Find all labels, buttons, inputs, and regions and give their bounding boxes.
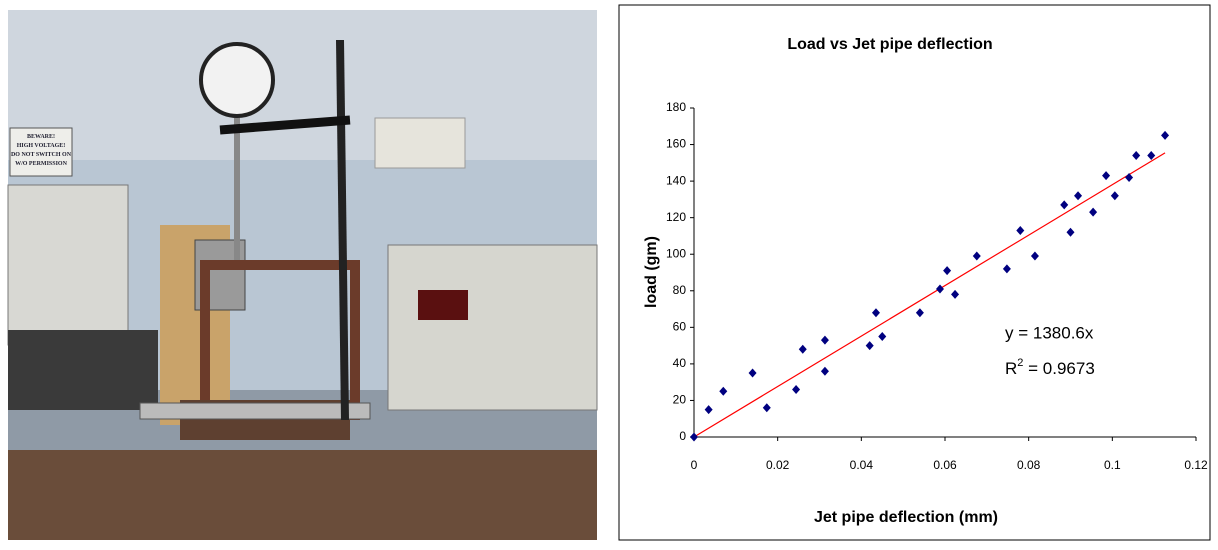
data-point <box>865 341 874 351</box>
r2-power: 2 <box>1017 357 1023 369</box>
trendline <box>693 152 1166 438</box>
r2-rest: = 0.9673 <box>1023 359 1094 378</box>
photo-sign <box>9 127 73 177</box>
x-tick-label: 0.04 <box>850 458 874 472</box>
y-axis-label: load (gm) <box>643 236 660 308</box>
data-point <box>1030 251 1039 261</box>
r2-prefix: R <box>1005 359 1017 378</box>
data-point <box>1147 151 1156 161</box>
trend-equation: y = 1380.6x <box>1005 323 1094 342</box>
data-point <box>1060 200 1069 210</box>
photo-instrument-left <box>7 184 129 346</box>
data-point <box>748 368 757 378</box>
photo-wall-top <box>8 10 597 160</box>
photo-table-edge <box>8 450 597 540</box>
photo-keypad <box>8 330 158 410</box>
x-tick-label: 0.02 <box>766 458 790 472</box>
y-tick-label: 120 <box>666 210 686 224</box>
data-point <box>935 284 944 294</box>
data-point <box>915 308 924 318</box>
chart-title: Load vs Jet pipe deflection <box>787 36 992 53</box>
data-point <box>1074 191 1083 201</box>
y-tick-label: 100 <box>666 246 686 260</box>
y-tick-label: 0 <box>679 429 686 443</box>
x-tick-label: 0.08 <box>1017 458 1041 472</box>
data-point <box>1102 171 1111 181</box>
sign-text: W/O PERMISSION <box>15 161 68 167</box>
photo-arm <box>219 115 351 135</box>
data-point <box>1132 151 1141 161</box>
y-tick-label: 20 <box>673 393 687 407</box>
data-point <box>951 289 960 299</box>
photo <box>7 10 598 540</box>
data-point <box>792 384 801 394</box>
y-tick-label: 180 <box>666 100 686 114</box>
data-point <box>1110 191 1119 201</box>
y-tick-label: 80 <box>673 283 687 297</box>
sign-text: DO NOT SWITCH ON <box>11 152 72 158</box>
data-point <box>871 308 880 318</box>
data-point <box>690 432 698 442</box>
data-point <box>1066 227 1075 237</box>
x-tick-label: 0.12 <box>1184 458 1208 472</box>
photo-socket <box>374 117 466 169</box>
data-point <box>1161 130 1170 140</box>
data-point <box>972 251 981 261</box>
trend-r2: R2 = 0.9673 <box>1005 357 1095 379</box>
data-point <box>762 403 771 413</box>
data-point <box>798 344 807 354</box>
data-point <box>820 366 829 376</box>
sign-text: HIGH VOLTAGE! <box>17 143 66 149</box>
data-point <box>1016 225 1025 235</box>
photo-dial <box>199 42 275 118</box>
y-tick-label: 40 <box>673 356 687 370</box>
photo-instrument-right <box>387 244 598 411</box>
data-point <box>719 386 728 396</box>
x-tick-label: 0.06 <box>933 458 957 472</box>
data-point <box>704 405 713 415</box>
data-point <box>943 266 952 276</box>
data-point <box>1089 207 1098 217</box>
x-tick-label: 0.1 <box>1104 458 1121 472</box>
photo-pole <box>336 39 349 421</box>
data-point <box>878 331 887 341</box>
photo-rod <box>139 402 371 420</box>
data-point <box>820 335 829 345</box>
chart-frame <box>618 4 1211 541</box>
y-tick-label: 60 <box>673 320 687 334</box>
data-point <box>1125 172 1134 182</box>
x-axis-label: Jet pipe deflection (mm) <box>814 509 998 526</box>
sign-text: BEWARE! <box>27 134 55 140</box>
x-tick-label: 0 <box>691 458 698 472</box>
data-point <box>1002 264 1011 274</box>
y-tick-label: 160 <box>666 137 686 151</box>
photo-display <box>418 290 468 320</box>
y-tick-label: 140 <box>666 173 686 187</box>
